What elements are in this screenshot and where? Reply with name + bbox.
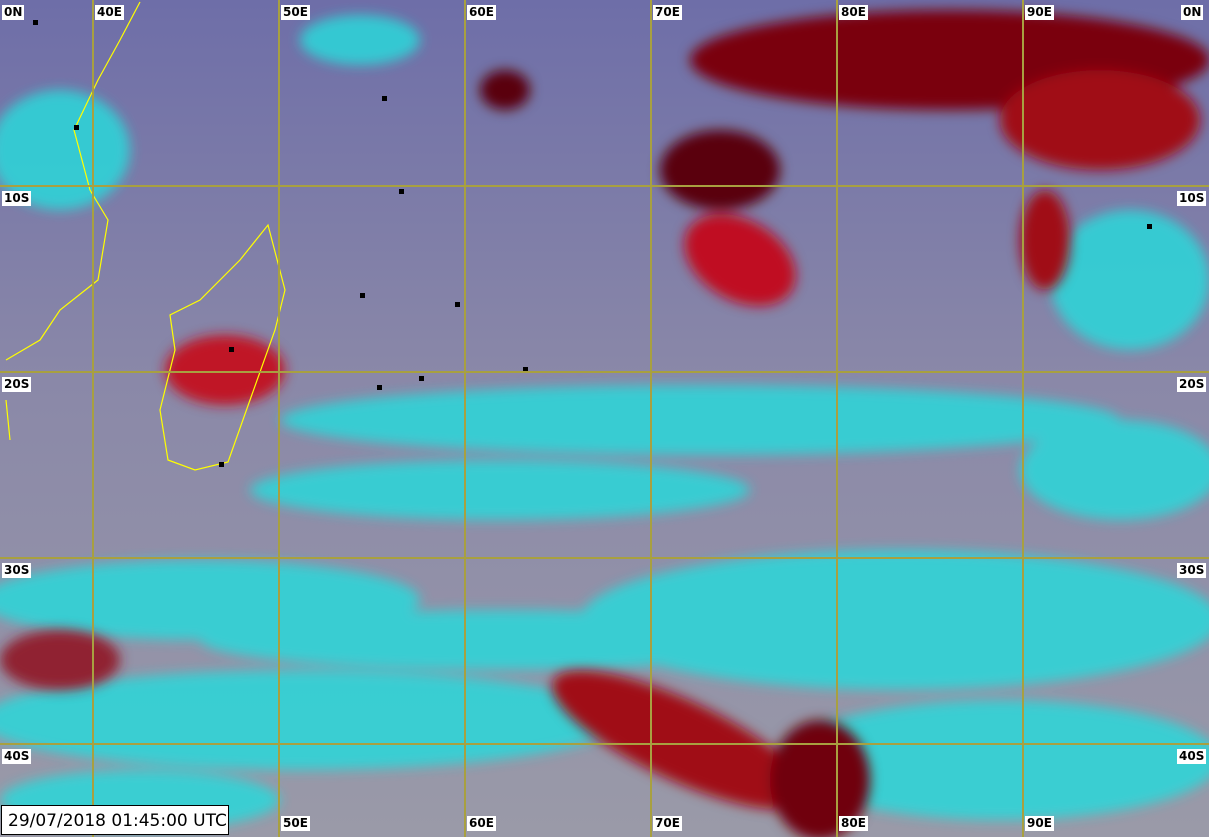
longitude-label-top: 70E — [653, 5, 682, 20]
longitude-label-top: 40E — [95, 5, 124, 20]
longitude-label-top: 50E — [281, 5, 310, 20]
longitude-label-bottom: 80E — [839, 816, 868, 831]
coastline — [5, 1, 286, 471]
longitude-label-bottom: 70E — [653, 816, 682, 831]
longitude-label-bottom: 90E — [1025, 816, 1054, 831]
latitude-label-left: 20S — [2, 377, 32, 392]
longitude-label-bottom: 50E — [281, 816, 310, 831]
longitude-label-top: 80E — [839, 5, 868, 20]
cold-cloud-tops — [0, 10, 1209, 837]
longitude-label-top: 60E — [467, 5, 496, 20]
latitude-label-right: 40S — [1177, 749, 1207, 764]
latitude-label-left: 40S — [2, 749, 32, 764]
latitude-label-left: 10S — [2, 191, 32, 206]
latitude-label-right: 0N — [1181, 5, 1204, 20]
longitude-label-bottom: 60E — [467, 816, 496, 831]
latitude-label-right: 30S — [1177, 563, 1207, 578]
latitude-label-right: 10S — [1177, 191, 1207, 206]
longitude-label-top: 90E — [1025, 5, 1054, 20]
latitude-label-left: 0N — [2, 5, 25, 20]
latitude-label-right: 20S — [1177, 377, 1207, 392]
timestamp-label: 29/07/2018 01:45:00 UTC — [1, 805, 229, 835]
station-markers — [33, 20, 1152, 467]
latitude-label-left: 30S — [2, 563, 32, 578]
